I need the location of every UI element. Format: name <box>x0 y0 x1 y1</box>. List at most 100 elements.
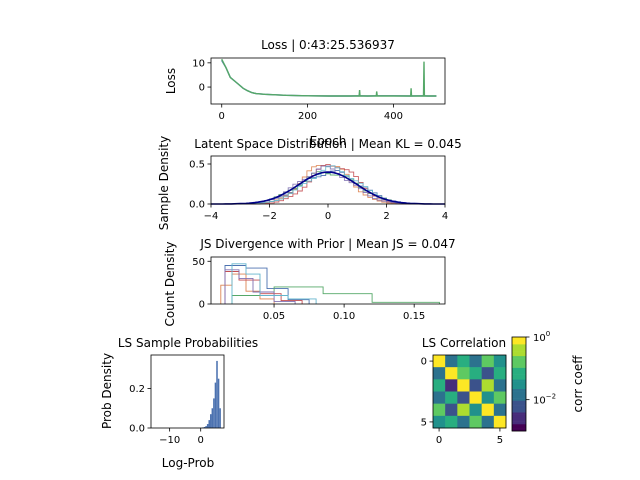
loss-x-tick-label: 0 <box>219 111 225 122</box>
colorbar-segment <box>512 355 526 359</box>
corr-cell <box>493 367 507 380</box>
corr-cell <box>457 415 470 429</box>
corr-cell <box>433 367 446 380</box>
colorbar-segment <box>512 398 526 401</box>
corr-cell <box>493 355 507 368</box>
colorbar-segment <box>512 367 526 371</box>
loss-ylabel: Loss <box>164 68 178 94</box>
corr-cell <box>433 391 446 404</box>
corr-title: LS Correlation <box>422 336 506 350</box>
corr-y-tick-label: 0 <box>421 357 427 368</box>
colorbar-segment <box>512 337 526 340</box>
colorbar-segment <box>512 339 526 342</box>
js-x-tick-label: 0.15 <box>403 311 425 322</box>
colorbar-segment <box>512 360 526 364</box>
latent-panel: Latent Space Distribution | Mean KL = 0.… <box>157 136 462 230</box>
loss-x-tick-label: 400 <box>384 111 403 122</box>
corr-cell <box>445 391 458 404</box>
colorbar-segment <box>512 344 526 347</box>
corr-axes-frame <box>432 354 507 429</box>
js-title: JS Divergence with Prior | Mean JS = 0.0… <box>199 237 455 251</box>
colorbar-segment <box>512 384 526 387</box>
colorbar-segment <box>512 407 526 411</box>
colorbar-segment <box>512 379 526 382</box>
js-ylabel: Count Density <box>163 241 177 326</box>
corr-cell <box>481 415 495 429</box>
corr-cell <box>457 403 470 417</box>
colorbar-segment <box>512 414 526 418</box>
js-panel: JS Divergence with Prior | Mean JS = 0.0… <box>163 237 456 327</box>
colorbar-segment <box>512 365 526 368</box>
colorbar-segment <box>512 358 526 361</box>
corr-y-tick-label: 5 <box>421 417 427 428</box>
corr-cell <box>481 355 495 368</box>
probs-bar <box>213 398 215 428</box>
js-y-tick-label: 50 <box>192 257 205 268</box>
probs-bar <box>208 420 211 428</box>
colorbar-segment <box>512 348 526 352</box>
corr-cell <box>481 391 495 404</box>
loss-xlabel: Epoch <box>310 134 347 148</box>
probs-bar <box>216 360 218 428</box>
latent-prior-curve <box>211 171 445 205</box>
probs-y-tick-label: 0.2 <box>129 384 145 395</box>
loss-axes-frame <box>210 57 446 105</box>
js-series-histogram <box>220 273 275 304</box>
colorbar-segment <box>512 412 526 415</box>
probs-bar <box>203 427 206 428</box>
colorbar-segment <box>512 372 526 375</box>
latent-y-tick-label: 0.5 <box>189 160 205 171</box>
corr-cell <box>445 415 458 429</box>
colorbar-segment <box>512 346 526 350</box>
corr-cell <box>445 355 458 368</box>
probs-x-tick-label: 0 <box>198 435 204 446</box>
corr-cell <box>445 379 458 392</box>
probs-x-tick-label: −10 <box>159 435 180 446</box>
loss-x-tick-label: 200 <box>298 111 317 122</box>
js-x-tick-label: 0.05 <box>263 311 285 322</box>
latent-x-tick-label: 2 <box>383 211 389 222</box>
js-series-histogram <box>231 263 317 304</box>
loss-panel: Loss | 0:43:25.536937 0 200 400 0 10 Epoch L… <box>164 38 446 148</box>
corr-cell <box>493 403 507 417</box>
colorbar-segment <box>512 421 526 425</box>
corr-x-tick-label: 5 <box>497 435 503 446</box>
probs-ylabel: Prob Density <box>100 353 114 429</box>
corr-cell <box>457 367 470 380</box>
probs-bar <box>214 382 217 428</box>
latent-x-tick-label: 4 <box>442 211 448 222</box>
latent-y-tick-label: 0.0 <box>189 200 205 211</box>
colorbar-segment <box>512 388 526 392</box>
colorbar-segment <box>512 400 526 404</box>
colorbar-segment <box>512 353 526 357</box>
corr-cell <box>457 391 470 404</box>
loss-y-tick-label: 10 <box>192 58 205 69</box>
latent-x-tick-label: −2 <box>262 211 277 222</box>
latent-x-tick-label: 0 <box>325 211 331 222</box>
latent-ylabel: Sample Density <box>157 136 171 230</box>
corr-cell <box>469 391 482 404</box>
corr-cell <box>457 379 470 392</box>
colorbar-segment <box>512 405 526 408</box>
corr-cell <box>493 391 507 404</box>
colorbar-segment <box>512 362 526 366</box>
loss-title: Loss | 0:43:25.536937 <box>261 38 395 52</box>
colorbar-segment <box>512 419 526 422</box>
corr-cell <box>469 403 482 417</box>
colorbar-segment <box>512 393 526 397</box>
corr-cell <box>433 415 446 429</box>
probs-bar <box>210 414 212 428</box>
probs-bar <box>211 408 214 428</box>
corr-cell <box>469 415 482 429</box>
probs-y-tick-label: 0.0 <box>129 424 145 435</box>
probs-bar <box>219 408 221 428</box>
probs-panel: LS Sample Probabilities −10 0 0.0 0.2 Log-P… <box>100 336 258 470</box>
js-x-tick-label: 0.10 <box>333 311 355 322</box>
probs-axes-frame <box>150 354 225 429</box>
corr-cell <box>493 415 507 429</box>
colorbar-segment <box>512 351 526 354</box>
latent-x-tick-label: −4 <box>204 211 219 222</box>
corr-cell <box>433 403 446 417</box>
